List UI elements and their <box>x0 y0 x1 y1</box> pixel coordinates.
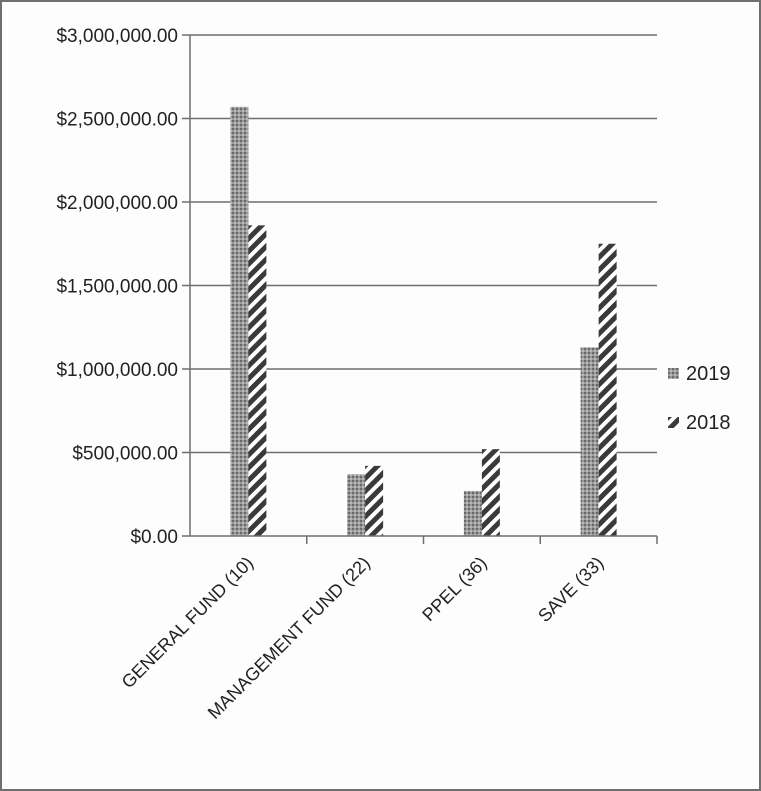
x-tick-label: PPEL (36) <box>418 553 490 625</box>
x-axis-labels: GENERAL FUND (10)MANAGEMENT FUND (22) PPE… <box>118 553 608 723</box>
legend-label: 2019 <box>686 363 731 385</box>
y-tick-label: $1,000,000.00 <box>56 360 178 381</box>
legend-swatch-2018 <box>668 417 679 428</box>
x-axis <box>182 35 658 544</box>
bars <box>230 106 617 536</box>
legend-label: 2018 <box>686 412 731 434</box>
y-tick-label: $0.00 <box>130 527 178 548</box>
y-tick-label: $2,500,000.00 <box>56 110 178 131</box>
y-tick-label: $3,000,000.00 <box>56 26 178 47</box>
y-tick-label: $1,500,000.00 <box>56 277 178 298</box>
bar-2018-3 <box>598 243 617 536</box>
x-tick-label: SAVE (33) <box>534 553 607 626</box>
bar-2019-3 <box>580 347 599 536</box>
bar-2018-1 <box>365 465 384 536</box>
bar-2018-0 <box>248 225 267 536</box>
bar-2018-2 <box>481 449 500 536</box>
bar-2019-1 <box>347 474 366 536</box>
legend-swatch-2019 <box>668 368 679 379</box>
y-tick-label: $2,000,000.00 <box>56 193 178 214</box>
y-axis-ticks: $0.00 $500,000.00 $1,000,000.00 $1,500,000.… <box>56 26 178 548</box>
bar-2019-0 <box>230 106 249 536</box>
legend: 2019 2018 <box>668 363 731 434</box>
x-tick-label: GENERAL FUND (10) <box>118 553 258 693</box>
y-tick-label: $500,000.00 <box>72 444 178 465</box>
bar-2019-2 <box>463 490 482 536</box>
